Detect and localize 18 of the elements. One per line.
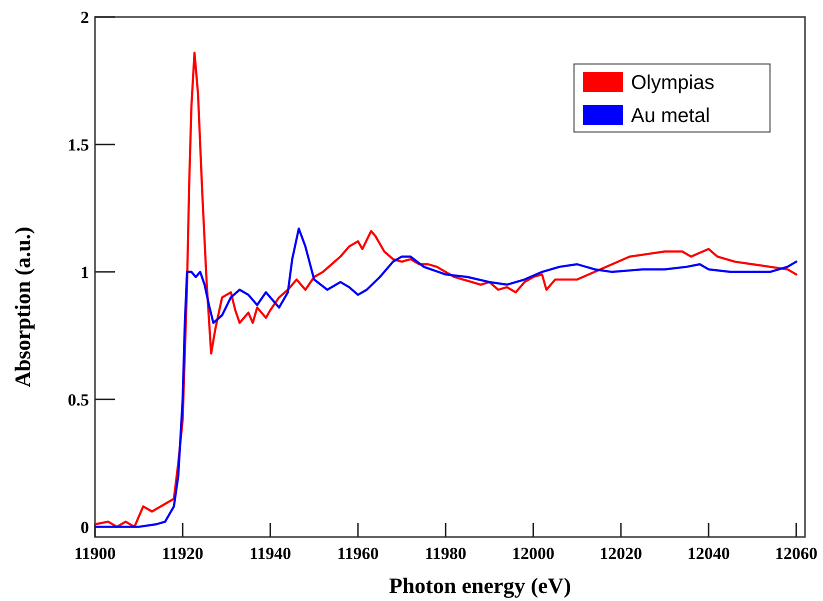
x-tick-label: 11900 [74,544,116,563]
x-tick-label: 11980 [424,544,466,563]
x-tick-label: 11960 [337,544,379,563]
y-tick-label: 2 [80,8,89,27]
y-tick-label: 1.5 [68,135,89,154]
y-tick-label: 0.5 [68,390,89,410]
x-tick-label: 11920 [162,544,204,563]
x-axis-title: Photon energy (eV) [388,573,572,598]
legend-label: Olympias [631,72,714,94]
y-tick-label: 0 [80,518,89,537]
x-tick-label: 12040 [687,544,730,563]
x-tick-label: 12020 [600,544,642,563]
x-tick-label: 12060 [774,544,818,563]
x-tick-label: 11940 [250,544,292,563]
y-tick-label: 1 [80,262,89,282]
legend-label: Au metal [631,105,710,127]
y-axis-title: Absorption (a.u.) [10,226,35,388]
x-tick-label: 12000 [512,544,555,563]
